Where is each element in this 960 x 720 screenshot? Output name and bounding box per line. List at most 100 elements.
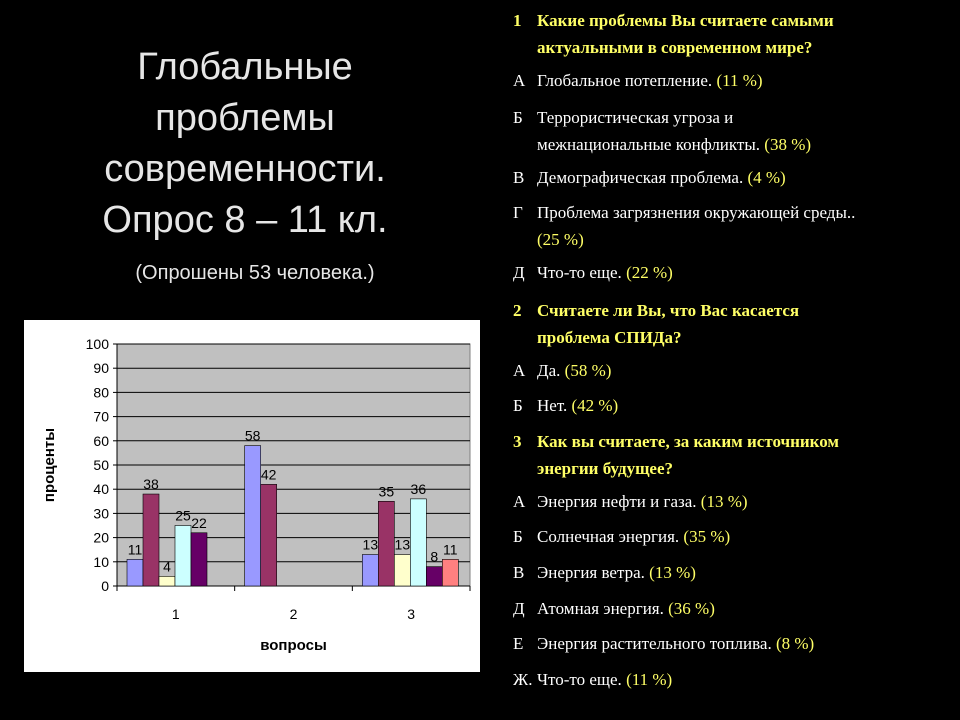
answer-text: Нет. (42 %) bbox=[537, 392, 937, 419]
answer-percent: (36 %) bbox=[668, 599, 715, 618]
x-axis-title: вопросы bbox=[260, 637, 327, 654]
y-tick-label: 20 bbox=[93, 530, 109, 546]
bar bbox=[158, 576, 176, 587]
answer-letter: В bbox=[513, 168, 525, 187]
bar bbox=[142, 493, 160, 587]
answer-text: Что-то еще. (22 %) bbox=[537, 259, 937, 286]
text-line: актуальными в современном мире? bbox=[537, 38, 813, 57]
y-tick-label: 70 bbox=[93, 409, 109, 425]
bar-value-label: 42 bbox=[261, 466, 277, 482]
x-tick-label: 1 bbox=[172, 606, 180, 622]
bar bbox=[174, 525, 192, 587]
bar bbox=[190, 532, 208, 587]
y-axis-title: проценты bbox=[41, 428, 58, 502]
title-line: современности. bbox=[104, 148, 386, 190]
question-number: 1 bbox=[513, 11, 522, 30]
answer-percent: (4 %) bbox=[747, 168, 786, 187]
text-line: Террористическая угроза и bbox=[537, 108, 734, 127]
answer-letter: Г bbox=[513, 203, 523, 222]
answer-percent: (38 %) bbox=[764, 135, 812, 154]
bar bbox=[442, 559, 459, 587]
slide-title: Глобальные проблемы современности. Опрос… bbox=[60, 42, 430, 246]
answer-text: Энергия ветра. (13 %) bbox=[537, 559, 937, 586]
y-tick-label: 80 bbox=[93, 384, 109, 400]
bar bbox=[260, 484, 277, 587]
answer-letter: Б bbox=[513, 527, 523, 546]
text-line: Что-то еще. bbox=[537, 263, 622, 282]
x-tick-label: 3 bbox=[407, 606, 415, 622]
answer-text: Демографическая проблема. (4 %) bbox=[537, 164, 937, 191]
answer-text: Да. (58 %) bbox=[537, 357, 937, 384]
answer-text: Проблема загрязнения окружающей среды.. (… bbox=[537, 199, 937, 253]
question-number: 2 bbox=[513, 301, 522, 320]
bar-value-label: 25 bbox=[175, 508, 191, 524]
answer-percent: (8 %) bbox=[775, 634, 815, 653]
answer-percent: (13 %) bbox=[649, 563, 696, 582]
bar-value-label: 36 bbox=[411, 481, 427, 497]
x-tick-label: 2 bbox=[290, 606, 298, 622]
bar bbox=[426, 566, 443, 587]
title-line: Опрос 8 – 11 кл. bbox=[102, 199, 388, 241]
answer-percent: (58 %) bbox=[564, 361, 612, 380]
bar bbox=[410, 498, 427, 587]
y-tick-label: 60 bbox=[93, 433, 109, 449]
answer-letter: В bbox=[513, 563, 525, 582]
bar-value-label: 11 bbox=[443, 541, 458, 557]
bar bbox=[378, 501, 395, 587]
bar bbox=[126, 559, 144, 587]
answer-percent: (13 %) bbox=[700, 492, 748, 511]
bar bbox=[394, 554, 411, 587]
question-text: Как вы считаете, за каким источником энер… bbox=[537, 428, 937, 482]
answer-letter: А bbox=[513, 492, 526, 511]
text-line: Демографическая проблема. bbox=[537, 168, 744, 187]
question-text: Считаете ли Вы, что Вас касается проблема… bbox=[537, 297, 937, 351]
question-text: Какие проблемы Вы считаете самыми актуаль… bbox=[537, 7, 937, 61]
answer-letter: Ж. bbox=[513, 670, 533, 689]
bar-value-label: 35 bbox=[379, 483, 395, 499]
answer-letter: Д bbox=[513, 263, 525, 282]
text-line: Глобальное потепление. bbox=[537, 71, 713, 90]
text-line: Проблема загрязнения окружающей среды.. bbox=[537, 203, 856, 222]
y-tick-label: 50 bbox=[93, 457, 109, 473]
bar-value-label: 38 bbox=[143, 476, 159, 492]
text-line: Да. bbox=[537, 361, 561, 380]
answer-text: Солнечная энергия. (35 %) bbox=[537, 523, 937, 550]
bar-value-label: 8 bbox=[430, 549, 438, 565]
answer-letter: А bbox=[513, 71, 526, 90]
answer-percent: (22 %) bbox=[626, 263, 673, 282]
bar bbox=[244, 445, 261, 587]
text-line: проблема СПИДа? bbox=[537, 328, 682, 347]
bar-value-label: 13 bbox=[395, 537, 411, 553]
answer-text: Глобальное потепление. (11 %) bbox=[537, 67, 937, 94]
answer-percent: (25 %) bbox=[537, 230, 584, 249]
y-tick-label: 30 bbox=[93, 505, 109, 521]
answer-text: Террористическая угроза и межнациональные… bbox=[537, 104, 937, 158]
answer-letter: Б bbox=[513, 108, 523, 127]
answer-percent: (35 %) bbox=[683, 527, 731, 546]
text-line: Энергия ветра. bbox=[537, 563, 645, 582]
chart-panel: 0 10 20 30 40 50 60 70 80 90 100 1 11 38 4 25 22 2 58 42 3 13… bbox=[24, 320, 480, 672]
y-tick-label: 100 bbox=[86, 336, 110, 352]
answer-text: Энергия растительного топлива. (8 %) bbox=[537, 630, 937, 657]
title-line: проблемы bbox=[155, 97, 335, 139]
answer-percent: (42 %) bbox=[571, 396, 619, 415]
y-tick-label: 10 bbox=[93, 554, 109, 570]
text-line: Считаете ли Вы, что Вас касается bbox=[537, 301, 800, 320]
text-line: энергии будущее? bbox=[537, 459, 674, 478]
slide-subtitle: (Опрошены 53 человека.) bbox=[135, 262, 375, 284]
title-line: Глобальные bbox=[137, 46, 353, 88]
text-line: Атомная энергия. bbox=[537, 599, 664, 618]
bar-value-label: 22 bbox=[191, 515, 207, 531]
answer-letter: А bbox=[513, 361, 526, 380]
text-line: Энергия растительного топлива. bbox=[537, 634, 772, 653]
answer-letter: Б bbox=[513, 396, 523, 415]
text-line: Как вы считаете, за каким источником bbox=[537, 432, 840, 451]
bar bbox=[362, 554, 379, 587]
y-tick-label: 0 bbox=[101, 578, 109, 594]
bar-value-label: 4 bbox=[163, 558, 171, 574]
question-number: 3 bbox=[513, 432, 522, 451]
answer-text: Атомная энергия. (36 %) bbox=[537, 595, 937, 622]
answer-percent: (11 %) bbox=[626, 670, 673, 689]
answer-text: Что-то еще. (11 %) bbox=[537, 666, 937, 693]
bar-value-label: 11 bbox=[128, 541, 143, 557]
